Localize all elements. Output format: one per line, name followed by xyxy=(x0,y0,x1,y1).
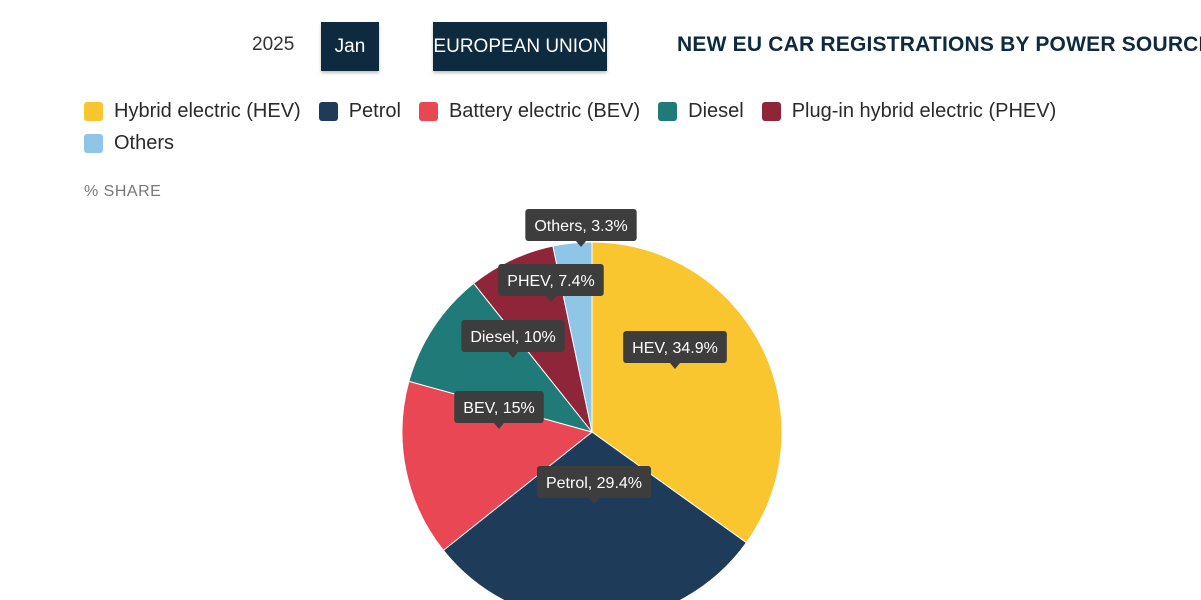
tooltip-box xyxy=(461,320,565,352)
pie-slice-diesel[interactable] xyxy=(408,282,594,433)
legend-label-hev: Hybrid electric (HEV) xyxy=(114,99,301,122)
tooltip-others: Others, 3.3% xyxy=(525,209,637,247)
data-label-diesel: Diesel, 10% xyxy=(470,329,555,346)
legend-label-bev: Battery electric (BEV) xyxy=(448,99,641,122)
tooltip-box xyxy=(623,331,727,363)
tooltip-hev: HEV, 34.9% xyxy=(623,331,727,369)
region-button[interactable]: EUROPEAN UNION xyxy=(433,22,607,71)
value-axis-label: % SHARE xyxy=(84,183,162,200)
filter-bar: 2025 Jan EUROPEAN UNION NEW EU CAR REGIS… xyxy=(0,0,1201,80)
legend-item-bev[interactable]: Battery electric (BEV) xyxy=(418,99,641,122)
tooltip-pointer xyxy=(494,423,504,429)
legend-swatch-hev xyxy=(84,101,103,121)
chart-title: NEW EU CAR REGISTRATIONS BY POWER SOURCE xyxy=(677,33,1201,56)
tooltip-box xyxy=(536,466,652,498)
tooltip-phev: PHEV, 7.4% xyxy=(498,264,604,302)
chart-legend: Hybrid electric (HEV) Petrol Battery ele… xyxy=(84,100,1094,154)
legend-swatch-petrol xyxy=(318,101,338,121)
data-label-bev: BEV, 15% xyxy=(463,400,534,417)
data-label-hev: HEV, 34.9% xyxy=(632,340,718,357)
legend-swatch-diesel xyxy=(658,101,678,121)
legend-item-others[interactable]: Others xyxy=(84,132,174,154)
tooltip-pointer xyxy=(576,241,586,247)
tooltip-pointer xyxy=(508,352,518,358)
pie-slice-bev[interactable] xyxy=(401,380,594,552)
tooltip-box xyxy=(498,264,604,296)
slice-tooltips: HEV, 34.9% Petrol, 29.4% BEV, 15% Diesel, 1… xyxy=(454,209,727,504)
legend-swatch-others xyxy=(84,133,103,153)
tooltip-pointer xyxy=(589,498,599,504)
legend-label-others: Others xyxy=(114,131,175,154)
legend-swatch-bev xyxy=(418,101,438,121)
legend-label-petrol: Petrol xyxy=(348,99,401,122)
legend-item-hev[interactable]: Hybrid electric (HEV) xyxy=(84,100,301,122)
month-button[interactable]: Jan xyxy=(321,22,379,71)
pie-slices xyxy=(401,241,783,600)
legend-swatch-phev xyxy=(761,101,781,121)
data-label-others: Others, 3.3% xyxy=(534,218,627,235)
legend-item-phev[interactable]: Plug-in hybrid electric (PHEV) xyxy=(761,99,1057,122)
data-label-phev: PHEV, 7.4% xyxy=(507,273,594,290)
tooltip-bev: BEV, 15% xyxy=(454,391,544,429)
tooltip-pointer xyxy=(546,296,556,302)
pie-slice-hev[interactable] xyxy=(591,241,783,544)
tooltip-box xyxy=(525,209,637,241)
legend-item-petrol[interactable]: Petrol xyxy=(318,99,401,122)
data-label-petrol: Petrol, 29.4% xyxy=(546,475,642,492)
pie-slice-petrol[interactable] xyxy=(442,431,748,600)
legend-item-diesel[interactable]: Diesel xyxy=(658,100,744,122)
legend-label-diesel: Diesel xyxy=(688,99,744,122)
legend-label-phev: Plug-in hybrid electric (PHEV) xyxy=(791,99,1057,122)
year-selector[interactable]: 2025 xyxy=(252,34,295,55)
tooltip-box xyxy=(454,391,544,423)
tooltip-pointer xyxy=(670,363,680,369)
tooltip-petrol: Petrol, 29.4% xyxy=(536,466,652,504)
tooltip-diesel: Diesel, 10% xyxy=(461,320,565,358)
